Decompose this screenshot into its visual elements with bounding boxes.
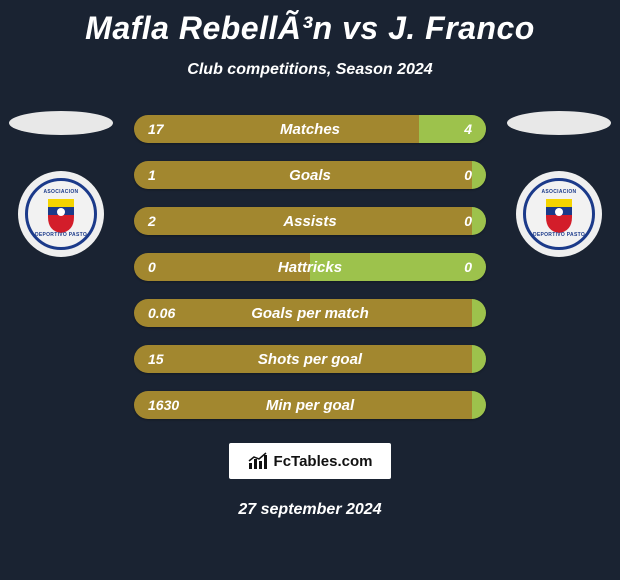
club-badge-right: ASOCIACION DEPORTIVO PASTO (516, 171, 602, 257)
page-title: Mafla RebellÃ³n vs J. Franco (0, 0, 620, 47)
player-left-photo-placeholder (9, 111, 113, 135)
stat-bar: 1630Min per goal (134, 391, 486, 419)
stat-bar-right-segment: 0 (310, 253, 486, 281)
stat-bar-left-segment: 2 (134, 207, 472, 235)
stat-bar-left-segment: 17 (134, 115, 419, 143)
comparison-panel: ASOCIACION DEPORTIVO PASTO ASOCIACION (0, 115, 620, 419)
stat-bar: 174Matches (134, 115, 486, 143)
stat-right-value: 4 (464, 121, 472, 137)
stat-left-value: 2 (148, 213, 156, 229)
stat-left-value: 0.06 (148, 305, 175, 321)
stat-bar-right-segment: 4 (419, 115, 486, 143)
stat-bar-right-segment: 0 (472, 207, 486, 235)
club-badge-right-line2: DEPORTIVO PASTO (533, 233, 585, 239)
stat-bar-left-segment: 0.06 (134, 299, 472, 327)
stat-left-value: 15 (148, 351, 164, 367)
club-badge-left-inner: ASOCIACION DEPORTIVO PASTO (25, 178, 97, 250)
stat-bar-left-segment: 1 (134, 161, 472, 189)
club-badge-left-line2: DEPORTIVO PASTO (35, 233, 87, 239)
chart-icon (248, 452, 270, 470)
shield-icon (544, 197, 574, 233)
stat-bar: 10Goals (134, 161, 486, 189)
club-badge-left: ASOCIACION DEPORTIVO PASTO (18, 171, 104, 257)
stat-right-value: 0 (464, 167, 472, 183)
brand-text: FcTables.com (274, 453, 373, 470)
stat-bar: 0.06Goals per match (134, 299, 486, 327)
stat-bar-right-segment (472, 345, 486, 373)
stat-bar-right-segment: 0 (472, 161, 486, 189)
stat-bar-left-segment: 1630 (134, 391, 472, 419)
club-badge-right-inner: ASOCIACION DEPORTIVO PASTO (523, 178, 595, 250)
club-badge-left-line1: ASOCIACION (44, 190, 79, 196)
player-right-column: ASOCIACION DEPORTIVO PASTO (504, 111, 614, 257)
stat-bar-left-segment: 15 (134, 345, 472, 373)
stat-bar-left-segment: 0 (134, 253, 310, 281)
brand-badge: FcTables.com (229, 443, 391, 479)
club-badge-right-line1: ASOCIACION (542, 190, 577, 196)
stat-right-value: 0 (464, 213, 472, 229)
shield-icon (46, 197, 76, 233)
player-left-column: ASOCIACION DEPORTIVO PASTO (6, 111, 116, 257)
stat-bar: 20Assists (134, 207, 486, 235)
player-right-photo-placeholder (507, 111, 611, 135)
stat-left-value: 0 (148, 259, 156, 275)
stat-right-value: 0 (464, 259, 472, 275)
stat-left-value: 1 (148, 167, 156, 183)
stats-bars-container: 174Matches10Goals20Assists00Hattricks0.0… (134, 115, 486, 419)
stat-bar-right-segment (472, 391, 486, 419)
page-subtitle: Club competitions, Season 2024 (0, 61, 620, 79)
stat-left-value: 1630 (148, 397, 179, 413)
date-text: 27 september 2024 (0, 501, 620, 519)
stat-bar: 15Shots per goal (134, 345, 486, 373)
stat-left-value: 17 (148, 121, 164, 137)
stat-bar: 00Hattricks (134, 253, 486, 281)
stat-bar-right-segment (472, 299, 486, 327)
